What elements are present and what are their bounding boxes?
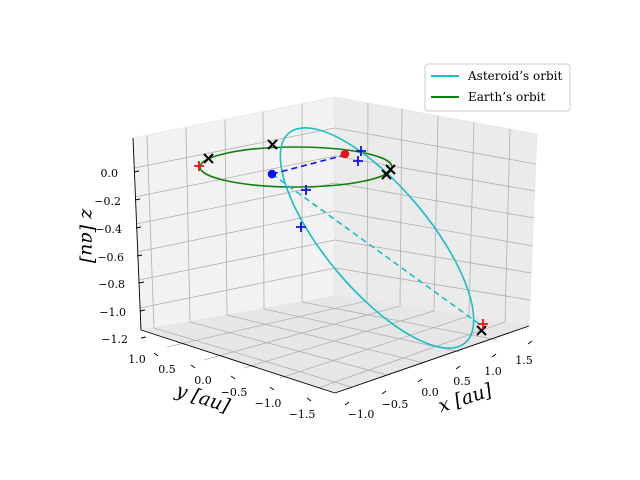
grid-line [166,300,368,348]
x-tick [417,378,423,383]
earth-asteroid-dashed-line [271,154,346,175]
grid-line [334,127,537,165]
tick-marks [133,170,533,406]
gridlines [133,102,537,389]
black-x-marker [203,153,214,164]
y-tick-label: 0.0 [194,374,212,387]
grid-line [504,128,511,323]
black-x-markers [203,139,487,336]
x-tick-label: −1.0 [348,408,375,421]
y-tick-label: 0.5 [158,363,176,376]
y-tick [230,375,236,380]
grid-line [185,127,191,323]
x-tick-labels: −1.0 −0.5 0.0 0.5 1.0 1.5 [348,354,533,421]
asteroid-orbit-line [279,127,475,349]
grid-line [399,108,403,307]
x-tick [491,353,497,358]
z-pane-left [132,96,336,331]
grid-line [334,210,534,247]
markers [194,139,488,336]
z-tick-labels: 0.0 −0.2 −0.4 −0.6 −0.8 −1.0 −1.2 [94,167,128,346]
blue-plus-marker [296,222,306,232]
z-tick [138,281,145,284]
grid-line [433,115,439,312]
legend-label-asteroid: Asteroid’s orbit [467,69,562,83]
y-tick-label: 1.0 [128,353,146,366]
y-tick [153,352,159,357]
blue-plus-marker [353,156,363,166]
red-dot-marker [340,149,350,159]
z-tick-label: −0.4 [95,223,122,236]
legend-box [424,63,571,112]
z-tick [140,336,147,339]
y-axis-line [140,329,336,394]
grid-line [262,111,265,310]
grid-line [243,310,435,369]
y-tick-label: −1.0 [255,397,282,410]
x-tick-label: 1.5 [515,354,533,367]
black-x-marker [476,325,487,336]
y-tick [306,397,312,402]
y-tick-label: −1.5 [289,408,316,421]
black-x-marker [385,164,396,175]
grid-line [468,121,475,317]
y-tick-label: −0.5 [221,386,248,399]
asteroid-node-dashed-line [271,173,483,327]
red-plus-marker [478,319,488,329]
y-tick-labels: 1.0 0.5 0.0 −0.5 −1.0 −1.5 [128,353,315,421]
red-plus-marker [194,161,204,171]
x-tick [381,390,387,395]
z-tick [134,198,141,201]
z-tick [136,254,143,257]
red-plus-markers [194,161,488,329]
z-tick-label: −0.2 [94,195,121,208]
x-tick-label: 0.0 [421,386,439,399]
grid-line [226,314,425,364]
grid-line [366,102,369,302]
z-tick-label: −0.8 [98,278,125,291]
grid-line [133,127,336,169]
blue-plus-marker [301,185,311,195]
black-x-marker [267,139,278,150]
z-tick [133,170,140,173]
x-tick-label: −0.5 [382,398,409,411]
grid-line [279,315,470,379]
z-tick-label: 0.0 [101,167,119,180]
grid-line [263,308,461,353]
grid-line [224,119,228,316]
blue-plus-marker [356,146,366,156]
grid-line [146,135,155,329]
grid-line [153,327,352,388]
grid-line [139,267,336,309]
grid-line [189,321,388,376]
y-tick [190,364,196,369]
z-axis-label: z [au] [77,208,99,264]
grid-line [317,321,506,389]
axes-panes [132,96,538,394]
x-tick [527,340,533,345]
blue-dot-marker [267,169,277,179]
axis-lines [132,137,530,394]
grid-line [334,182,535,219]
grid-line [301,301,498,341]
z-tick-label: −0.6 [97,251,124,264]
legend-label-earth: Earth’s orbit [468,90,545,104]
x-tick [455,365,461,370]
z-tick-label: −1.0 [99,306,126,319]
x-axis-line [334,325,530,394]
x-tick-label: 1.0 [484,365,502,378]
legend: Asteroid’s orbit Earth’s orbit [424,63,571,112]
x-tick-label: 0.5 [453,375,471,388]
blue-plus-markers [296,146,366,232]
z-tick-label: −1.2 [101,333,128,346]
z-axis-line [132,137,142,331]
y-tick [344,401,350,406]
grid-line [334,155,536,192]
z-tick [135,226,142,229]
z-tick [139,309,146,312]
y-tick [269,386,275,391]
